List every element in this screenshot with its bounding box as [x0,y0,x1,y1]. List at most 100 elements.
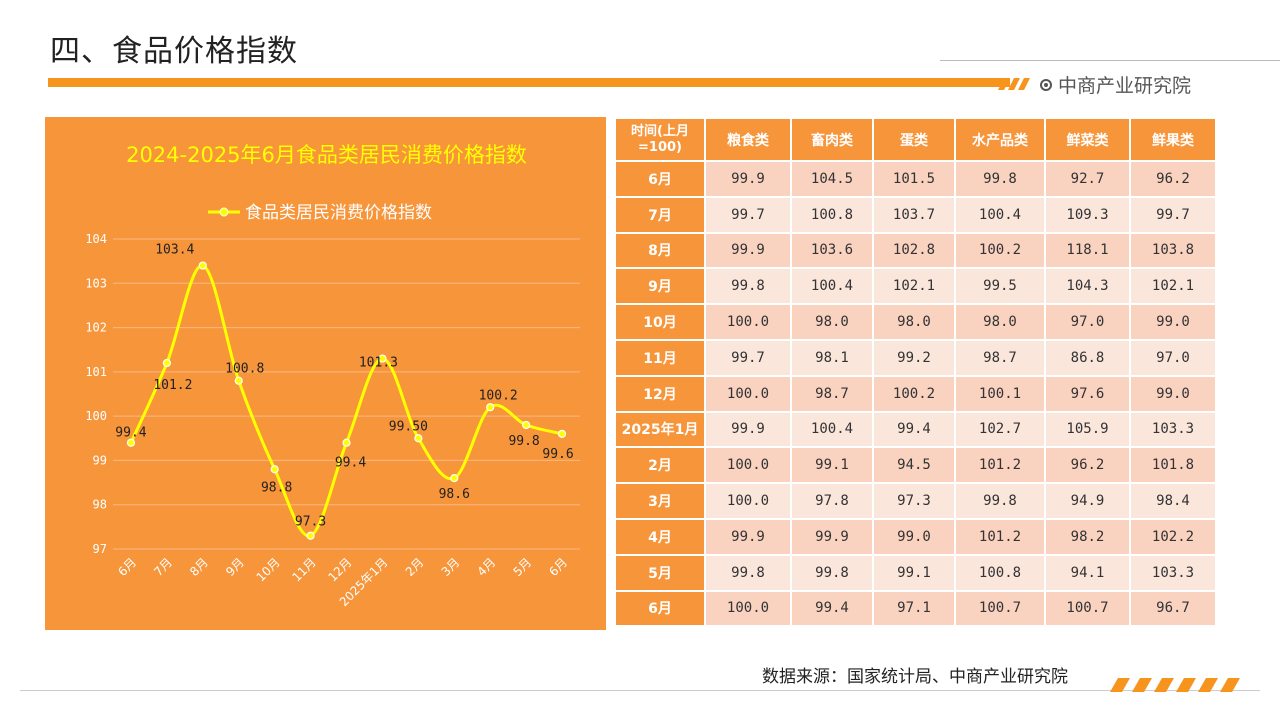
table-cell: 97.8 [792,484,872,518]
table-cell: 97.0 [1046,305,1129,339]
table-cell: 99.5 [956,269,1044,304]
data-point [414,434,423,443]
table-cell: 94.9 [1046,484,1129,518]
data-point [234,376,243,385]
table-cell: 99.4 [874,412,954,447]
table-row: 6月 100.0 99.4 97.1 100.7 100.7 96.7 [616,591,1215,626]
data-point [522,420,531,430]
table-cell: 101.2 [956,519,1044,554]
data-label: 99.8 [508,434,539,449]
footer-stripes-decoration [1110,678,1240,692]
data-label: 100.2 [479,388,518,403]
table-header-cell: 鲜菜类 [1046,119,1129,160]
table-cell: 98.2 [1046,519,1129,554]
data-label: 99.4 [115,426,146,441]
table-header-cell: 粮食类 [706,119,790,160]
table-header-cell: 畜肉类 [792,119,872,160]
legend-label: 食品类居民消费价格指数 [245,203,432,223]
table-cell: 101.2 [956,448,1044,483]
y-tick-label: 98 [93,498,107,512]
row-period-label: 6月 [616,162,704,196]
table-cell: 99.7 [706,340,790,375]
x-tick-label: 7月 [151,555,175,579]
table-row: 2月 100.0 99.1 94.5 101.2 96.2 101.8 [616,448,1215,483]
table-cell: 99.1 [792,448,872,483]
table-row: 12月 100.0 98.7 100.2 100.1 97.6 99.0 [616,376,1215,411]
data-point [378,354,387,363]
table-cell: 102.8 [874,233,954,268]
x-tick-label: 2月 [403,555,427,579]
data-label: 99.6 [542,447,573,462]
table-row: 10月 100.0 98.0 98.0 98.0 97.0 99.0 [616,305,1215,339]
table-header-cell: 鲜果类 [1131,119,1215,160]
row-period-label: 4月 [616,519,704,554]
table-cell: 97.3 [874,484,954,518]
table-header-cell: 蛋类 [874,119,954,160]
table-cell: 97.0 [1131,340,1215,375]
table-cell: 100.7 [1046,591,1129,626]
table-cell: 102.1 [874,269,954,304]
row-period-label: 12月 [616,376,704,411]
table-cell: 96.2 [1131,162,1215,196]
header-divider [940,60,1280,61]
row-period-label: 10月 [616,305,704,339]
table-cell: 99.9 [706,519,790,554]
table-cell: 99.4 [792,591,872,626]
row-period-label: 9月 [616,269,704,304]
footer-divider [20,690,1260,691]
table-cell: 92.7 [1046,162,1129,196]
header-stripes-decoration [998,78,1030,90]
table-cell: 103.7 [874,197,954,232]
table-cell: 100.2 [956,233,1044,268]
y-tick-label: 103 [85,276,107,290]
table-cell: 105.9 [1046,412,1129,447]
brand-name: 中商产业研究院 [1058,75,1192,97]
legend-marker [219,207,229,217]
table-header-row: 时间(上月=100) 粮食类 畜肉类 蛋类 水产品类 鲜菜类 鲜果类 [616,119,1215,160]
data-point [306,531,315,540]
table-cell: 100.8 [956,555,1044,590]
data-label: 101.2 [153,378,192,393]
row-period-label: 2月 [616,448,704,483]
table-cell: 99.8 [956,162,1044,196]
table-cell: 101.8 [1131,448,1215,483]
table-cell: 98.7 [956,340,1044,375]
table-cell: 99.9 [706,162,790,196]
data-point [270,465,279,474]
x-tick-label: 6月 [546,555,570,579]
table-row: 5月 99.8 99.8 99.1 100.8 94.1 103.3 [616,555,1215,590]
row-period-label: 6月 [616,591,704,626]
data-label: 101.3 [359,356,398,371]
table-cell: 97.6 [1046,376,1129,411]
data-label: 103.4 [155,243,194,258]
data-point [557,429,567,438]
page-title: 四、食品价格指数 [50,34,298,69]
table-cell: 99.0 [1131,305,1215,339]
y-tick-label: 100 [85,409,107,423]
data-point [162,358,171,368]
table-cell: 103.8 [1131,233,1215,268]
table-cell: 109.3 [1046,197,1129,232]
table-row: 3月 100.0 97.8 97.3 99.8 94.9 98.4 [616,484,1215,518]
table-header-time: 时间(上月=100) [616,119,704,160]
table-cell: 103.3 [1131,555,1215,590]
food-price-table: 时间(上月=100) 粮食类 畜肉类 蛋类 水产品类 鲜菜类 鲜果类 6月 99.9 104.5… [614,117,1217,627]
table-cell: 103.6 [792,233,872,268]
table-cell: 99.2 [874,340,954,375]
table-row: 9月 99.8 100.4 102.1 99.5 104.3 102.1 [616,269,1215,304]
table-cell: 96.2 [1046,448,1129,483]
table-cell: 101.5 [874,162,954,196]
table-cell: 99.8 [956,484,1044,518]
row-period-label: 2025年1月 [616,412,704,447]
x-tick-label: 3月 [439,555,463,579]
table-cell: 86.8 [1046,340,1129,375]
table-cell: 100.0 [706,305,790,339]
table-cell: 98.4 [1131,484,1215,518]
table-cell: 99.0 [1131,376,1215,411]
data-label: 98.8 [261,480,292,495]
table-cell: 102.7 [956,412,1044,447]
table-row: 6月 99.9 104.5 101.5 99.8 92.7 96.2 [616,162,1215,196]
y-tick-label: 104 [85,232,107,246]
logo-icon [1040,78,1052,91]
table-cell: 100.0 [706,591,790,626]
